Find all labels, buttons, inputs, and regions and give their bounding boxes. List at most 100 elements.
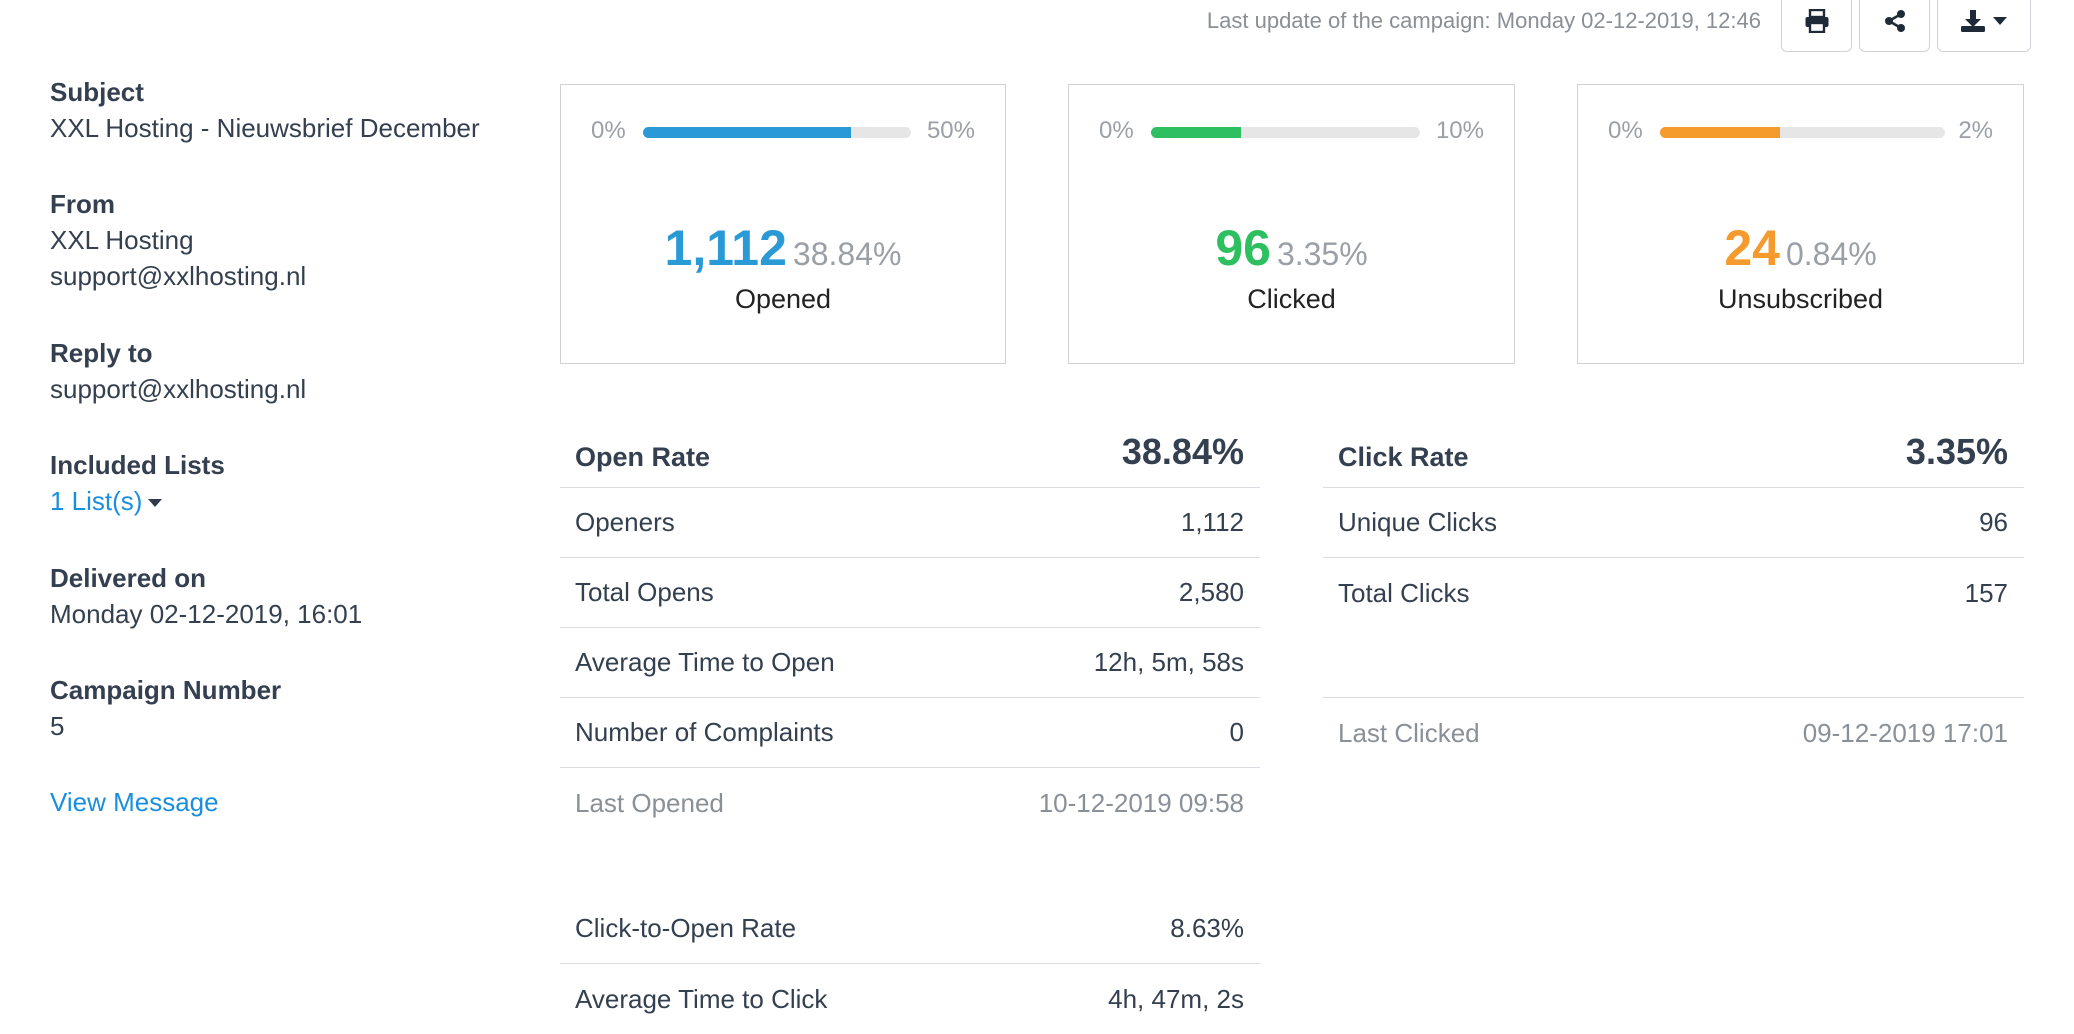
complaints-label: Number of Complaints	[575, 717, 834, 747]
opened-metric: 1,112 38.84%	[561, 220, 1005, 289]
open-rate-value: 38.84%	[1121, 431, 1244, 472]
unsubscribed-bar-max: 2%	[1958, 117, 1993, 144]
click-rate-header: Click Rate 3.35%	[1323, 418, 2024, 488]
unsubscribed-progress: 0% 2%	[1608, 115, 1993, 147]
last-update-label: Last update of the campaign:	[1206, 8, 1491, 33]
subject-block: Subject XXL Hosting - Nieuwsbrief Decemb…	[50, 74, 480, 146]
last-clicked-label: Last Clicked	[1338, 717, 1480, 748]
opened-percent: 38.84%	[792, 236, 902, 272]
clicked-card: 0% 10% 96 3.35% Clicked	[1068, 84, 1515, 364]
click-rate-value: 3.35%	[1905, 431, 2008, 472]
last-opened-label: Last Opened	[575, 787, 724, 818]
unsubscribed-percent: 0.84%	[1785, 236, 1877, 272]
table-row: Number of Complaints 0	[560, 698, 1260, 768]
table-row: Openers 1,112	[560, 488, 1260, 558]
opened-label: Opened	[734, 284, 832, 314]
table-row: Total Opens 2,580	[560, 558, 1260, 628]
table-row: Total Clicks 157	[1323, 558, 2024, 628]
opened-card: 0% 50% 1,112 38.84% Opened	[560, 84, 1006, 364]
caret-down-icon[interactable]	[148, 499, 163, 508]
reply-to-email: support@xxlhosting.nl	[50, 374, 307, 404]
campaign-number-label: Campaign Number	[50, 675, 282, 705]
avg-time-to-open-label: Average Time to Open	[575, 647, 835, 677]
opened-bar-min: 0%	[591, 117, 626, 144]
reply-to-block: Reply to support@xxlhosting.nl	[50, 335, 306, 407]
unsubscribed-metric: 24 0.84%	[1578, 220, 2023, 289]
clicked-percent: 3.35%	[1276, 236, 1368, 272]
from-email: support@xxlhosting.nl	[50, 261, 307, 291]
total-opens-label: Total Opens	[575, 577, 714, 607]
clicked-bar-fill	[1151, 127, 1242, 138]
reply-to-label: Reply to	[50, 338, 153, 368]
table-row: Average Time to Click 4h, 47m, 2s	[560, 964, 1260, 1034]
table-row: Last Opened 10-12-2019 09:58	[560, 768, 1260, 838]
subject-label: Subject	[50, 77, 144, 107]
clicked-metric: 96 3.35%	[1069, 220, 1514, 289]
clicked-count: 96	[1215, 220, 1271, 276]
open-stats-table: Open Rate 38.84% Openers 1,112 Total Ope…	[560, 418, 1260, 1034]
total-opens-value: 2,580	[1178, 577, 1244, 607]
chevron-down-icon	[1993, 17, 2007, 25]
campaign-number-value: 5	[50, 711, 65, 741]
delivered-on-label: Delivered on	[50, 563, 207, 593]
share-button[interactable]	[1859, 0, 1930, 52]
avg-time-to-click-label: Average Time to Click	[575, 983, 828, 1014]
unsubscribed-label: Unsubscribed	[1717, 284, 1884, 314]
complaints-value: 0	[1229, 717, 1244, 747]
view-message-link[interactable]: View Message	[50, 787, 219, 817]
openers-label: Openers	[575, 507, 675, 537]
clicked-progress: 0% 10%	[1099, 115, 1484, 147]
last-update-value: Monday 02-12-2019, 12:46	[1496, 8, 1761, 33]
included-lists-block: Included Lists 1 List(s)	[50, 447, 225, 519]
avg-time-to-click-value: 4h, 47m, 2s	[1108, 983, 1244, 1014]
table-row: Click-to-Open Rate 8.63%	[560, 894, 1260, 964]
from-label: From	[50, 189, 115, 219]
table-spacer	[560, 838, 1260, 894]
subject-value: XXL Hosting - Nieuwsbrief December	[50, 113, 480, 143]
click-to-open-rate-value: 8.63%	[1170, 913, 1244, 943]
unique-clicks-value: 96	[1979, 507, 2008, 537]
click-rate-label: Click Rate	[1338, 442, 1469, 472]
clicked-bar-min: 0%	[1099, 117, 1134, 144]
print-button[interactable]	[1781, 0, 1852, 52]
included-lists-label: Included Lists	[50, 450, 225, 480]
table-row: Average Time to Open 12h, 5m, 58s	[560, 628, 1260, 698]
open-rate-header: Open Rate 38.84%	[560, 418, 1260, 488]
included-lists-value[interactable]: 1 List(s)	[50, 486, 143, 516]
total-clicks-value: 157	[1964, 577, 2008, 608]
download-dropdown-button[interactable]	[1937, 0, 2031, 52]
printer-icon	[1805, 9, 1828, 33]
unsubscribed-count: 24	[1724, 220, 1780, 276]
opened-bar-max: 50%	[926, 117, 975, 144]
delivered-on-block: Delivered on Monday 02-12-2019, 16:01	[50, 560, 362, 632]
click-stats-table: Click Rate 3.35% Unique Clicks 96 Total …	[1323, 418, 2024, 768]
unsubscribed-card: 0% 2% 24 0.84% Unsubscribed	[1577, 84, 2024, 364]
unique-clicks-label: Unique Clicks	[1338, 507, 1497, 537]
opened-progress: 0% 50%	[591, 115, 975, 147]
unsubscribed-bar-track	[1660, 127, 1945, 138]
table-spacer	[1323, 628, 2024, 698]
clicked-label: Clicked	[1247, 284, 1336, 314]
opened-count: 1,112	[664, 220, 787, 276]
clicked-bar-max: 10%	[1435, 117, 1484, 144]
last-clicked-value: 09-12-2019 17:01	[1802, 717, 2008, 748]
share-icon	[1884, 10, 1905, 32]
download-icon	[1961, 10, 1985, 32]
table-row: Unique Clicks 96	[1323, 488, 2024, 558]
from-name: XXL Hosting	[50, 225, 194, 255]
from-block: From XXL Hosting support@xxlhosting.nl	[50, 186, 306, 294]
click-to-open-rate-label: Click-to-Open Rate	[575, 913, 797, 943]
opened-bar-track	[643, 127, 911, 138]
delivered-on-value: Monday 02-12-2019, 16:01	[50, 599, 363, 629]
unsubscribed-bar-min: 0%	[1608, 117, 1643, 144]
last-update-info: Last update of the campaign: Monday 02-1…	[1207, 8, 1761, 34]
openers-value: 1,112	[1180, 507, 1244, 537]
open-rate-label: Open Rate	[575, 442, 711, 472]
included-lists-dropdown[interactable]: 1 List(s)	[50, 483, 225, 519]
clicked-bar-track	[1151, 127, 1420, 138]
last-opened-value: 10-12-2019 09:58	[1038, 787, 1244, 818]
unsubscribed-bar-fill	[1660, 127, 1780, 138]
total-clicks-label: Total Clicks	[1338, 577, 1470, 608]
opened-bar-fill	[643, 127, 852, 138]
campaign-number-block: Campaign Number 5	[50, 672, 281, 744]
